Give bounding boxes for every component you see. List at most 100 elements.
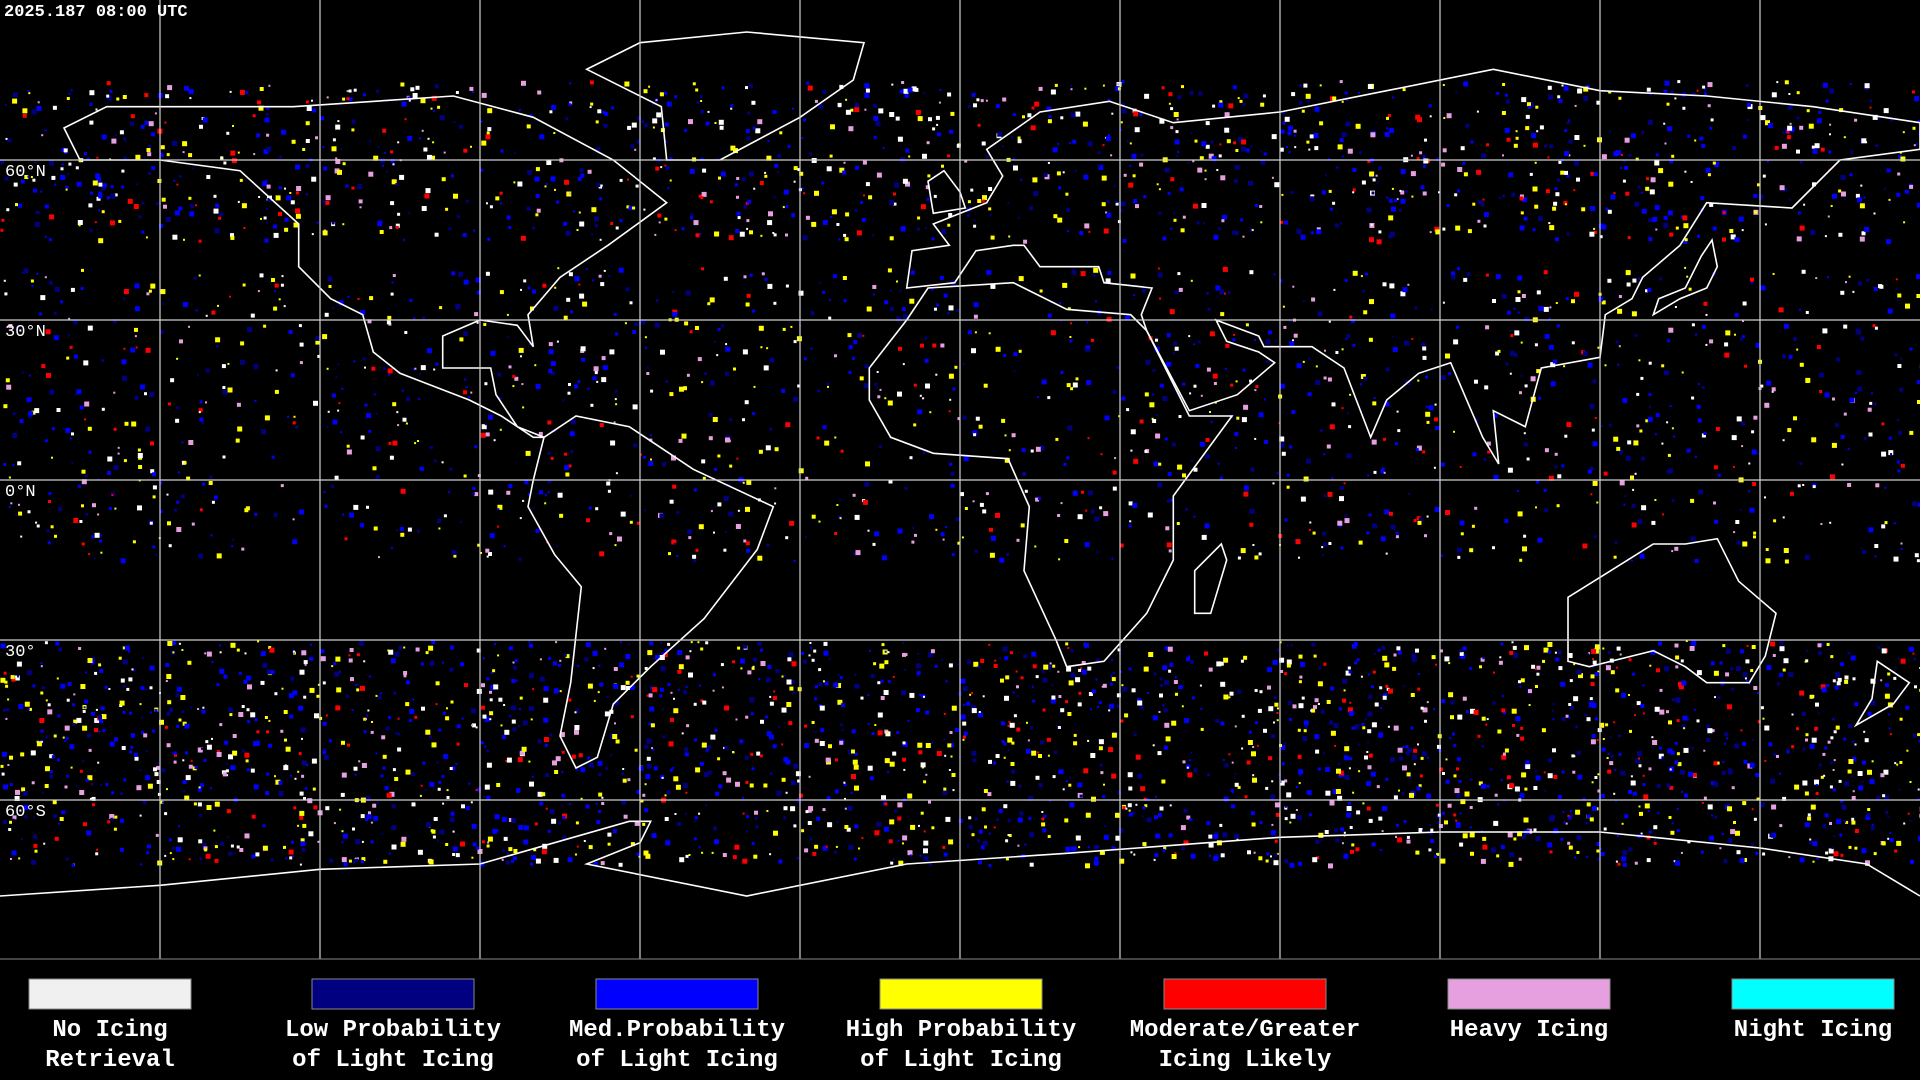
icing-pixel: [1317, 703, 1320, 705]
icing-pixel: [1416, 445, 1422, 451]
icing-pixel: [1344, 746, 1350, 752]
icing-pixel: [873, 135, 877, 139]
icing-pixel: [927, 174, 931, 178]
icing-pixel: [189, 211, 195, 217]
icing-pixel: [1347, 666, 1351, 670]
icing-pixel: [1513, 352, 1518, 357]
icing-pixel: [1882, 794, 1886, 798]
icing-pixel: [1232, 85, 1237, 90]
icing-pixel: [619, 662, 625, 668]
icing-pixel: [512, 665, 517, 670]
icing-pixel: [728, 235, 734, 241]
icing-pixel: [1346, 806, 1352, 811]
icing-pixel: [1593, 172, 1598, 177]
icing-pixel: [1041, 811, 1044, 813]
icing-pixel: [172, 651, 175, 654]
icing-pixel: [760, 346, 763, 349]
icing-pixel: [862, 160, 867, 165]
icing-pixel: [70, 287, 75, 292]
icing-pixel: [1426, 756, 1429, 759]
icing-pixel: [468, 782, 471, 785]
icing-pixel: [823, 650, 829, 656]
icing-pixel: [243, 227, 246, 229]
icing-pixel: [1666, 102, 1670, 106]
icing-pixel: [1367, 159, 1371, 163]
icing-pixel: [1599, 235, 1603, 239]
icing-pixel: [149, 392, 155, 398]
icing-pixel: [42, 686, 45, 690]
icing-pixel: [1013, 370, 1016, 373]
icing-pixel: [930, 286, 935, 291]
icing-pixel: [1852, 677, 1856, 681]
icing-pixel: [742, 812, 745, 815]
icing-pixel: [701, 459, 706, 464]
icing-pixel: [1288, 151, 1291, 154]
icing-pixel: [430, 829, 434, 833]
icing-pixel: [773, 233, 777, 237]
icing-pixel: [788, 652, 794, 658]
icing-pixel: [553, 132, 556, 134]
icing-pixel: [1301, 696, 1305, 700]
icing-pixel: [1314, 146, 1319, 151]
icing-pixel: [513, 181, 516, 184]
icing-pixel: [1830, 205, 1833, 207]
icing-pixel: [1140, 153, 1144, 157]
icing-pixel: [552, 661, 557, 666]
icing-pixel: [848, 844, 854, 850]
icing-pixel: [1091, 338, 1094, 342]
icing-pixel: [1159, 297, 1162, 300]
icing-pixel: [1205, 144, 1210, 149]
icing-pixel: [1914, 685, 1917, 689]
icing-pixel: [704, 372, 707, 375]
icing-pixel: [1339, 485, 1344, 490]
icing-pixel: [167, 641, 173, 646]
icing-pixel: [947, 223, 951, 227]
icing-pixel: [1910, 859, 1914, 864]
icing-pixel: [955, 517, 960, 522]
icing-pixel: [144, 120, 149, 125]
icing-pixel: [1243, 93, 1249, 99]
icing-pixel: [353, 504, 359, 510]
icing-pixel: [648, 722, 652, 726]
icing-pixel: [397, 141, 400, 144]
icing-pixel: [1131, 688, 1136, 693]
icing-pixel: [893, 192, 896, 196]
icing-pixel: [66, 356, 70, 360]
icing-pixel: [1485, 273, 1489, 277]
icing-pixel: [598, 772, 602, 776]
icing-pixel: [44, 784, 49, 788]
icing-pixel: [1816, 118, 1822, 124]
icing-pixel: [1374, 702, 1379, 707]
icing-pixel: [232, 750, 238, 756]
icing-pixel: [1829, 123, 1832, 126]
icing-pixel: [1274, 696, 1277, 699]
icing-pixel: [1313, 654, 1317, 658]
icing-pixel: [565, 654, 570, 659]
icing-pixel: [574, 725, 580, 730]
icing-pixel: [1177, 151, 1179, 153]
icing-pixel: [1494, 793, 1498, 797]
icing-pixel: [988, 864, 992, 867]
icing-pixel: [1402, 765, 1407, 771]
icing-pixel: [251, 814, 256, 819]
icing-pixel: [1120, 719, 1124, 723]
icing-pixel: [634, 820, 640, 826]
icing-pixel: [1762, 717, 1765, 720]
icing-pixel: [381, 832, 384, 835]
icing-pixel: [1362, 726, 1366, 730]
icing-pixel: [990, 535, 996, 541]
icing-pixel: [1838, 779, 1842, 783]
icing-pixel: [1596, 842, 1601, 846]
icing-pixel: [961, 536, 964, 539]
icing-pixel: [221, 770, 226, 775]
icing-pixel: [311, 176, 317, 182]
icing-pixel: [1215, 718, 1220, 723]
icing-pixel: [369, 296, 374, 301]
icing-pixel: [1851, 796, 1856, 800]
icing-pixel: [470, 801, 473, 804]
icing-pixel: [737, 216, 741, 220]
icing-pixel: [174, 508, 177, 512]
icing-pixel: [1523, 216, 1528, 221]
icing-pixel: [686, 373, 690, 377]
icing-pixel: [590, 233, 593, 236]
